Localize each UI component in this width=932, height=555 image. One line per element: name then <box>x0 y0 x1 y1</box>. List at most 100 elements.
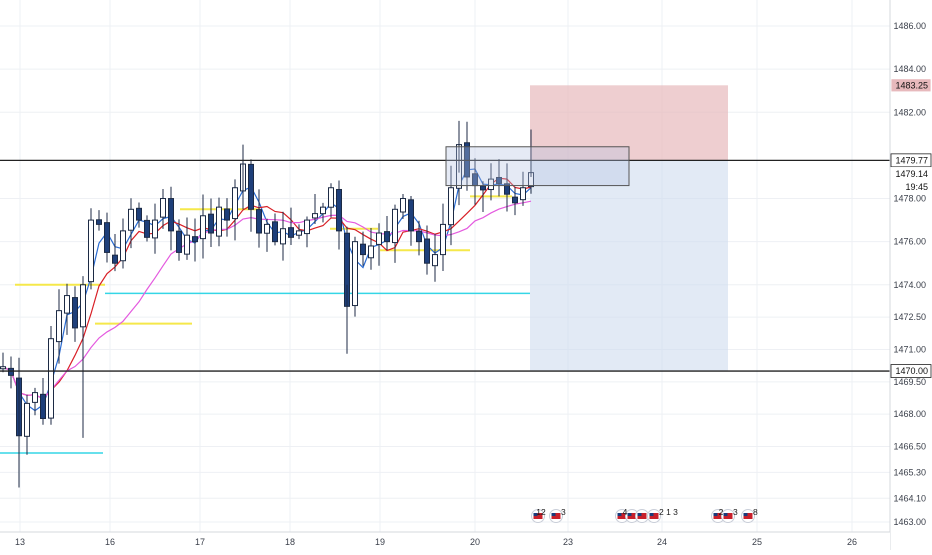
candle-body <box>400 198 406 213</box>
candle-body <box>336 188 342 232</box>
event-marker-group[interactable]: 12 3 <box>531 507 567 523</box>
candle-body <box>88 219 94 283</box>
price-tick-label: 1463.00 <box>893 517 926 527</box>
candle-body <box>264 223 270 234</box>
candle-body <box>64 295 70 314</box>
us-flag-canton-icon <box>551 513 556 516</box>
candle-body <box>232 187 238 220</box>
candle-body <box>448 187 454 226</box>
candle-body <box>144 219 150 238</box>
us-flag-canton-icon <box>533 513 538 516</box>
us-flag-stripe-icon <box>637 513 647 519</box>
candle-body <box>128 208 134 231</box>
candle-body <box>504 183 510 195</box>
candle-body <box>168 198 174 232</box>
us-flag-stripe-icon <box>617 513 627 519</box>
time-tick-label: 13 <box>15 537 25 547</box>
candle-body <box>152 219 158 239</box>
us-flag-canton-icon <box>627 513 632 516</box>
price-badge <box>890 153 932 168</box>
candle-body <box>8 367 14 376</box>
candle-body <box>200 215 206 240</box>
candle-body <box>184 234 190 255</box>
price-tick-label: 1465.30 <box>893 467 926 477</box>
price-badge <box>890 364 932 378</box>
candle-body <box>304 219 310 235</box>
price-tick-label: 1471.00 <box>893 344 926 354</box>
candle-body <box>224 208 230 221</box>
horizontal-lines[interactable] <box>0 159 890 372</box>
candle-body <box>216 206 222 237</box>
price-tick-label: 1469.50 <box>893 377 926 387</box>
take-profit-zone[interactable] <box>530 160 728 372</box>
chart-grid <box>0 0 890 532</box>
candle-body <box>72 297 78 329</box>
range-rectangle[interactable] <box>445 146 630 187</box>
candle-body <box>432 254 438 267</box>
candle-body <box>80 284 86 328</box>
position-zones[interactable] <box>530 85 728 372</box>
candle-body <box>192 236 198 243</box>
us-flag-canton-icon <box>649 513 654 516</box>
candle-body <box>312 213 318 219</box>
price-axis[interactable]: 1486.00 1484.00 1482.00 1478.00 1476.00 1474.… <box>889 0 932 550</box>
candle-body <box>248 163 254 210</box>
event-count-label: 2 <box>719 507 724 517</box>
price-badge-label: 1479.14 <box>895 169 928 179</box>
candle-body <box>320 206 326 215</box>
us-flag-stripe-icon <box>649 513 659 519</box>
time-axis[interactable]: 13 16 17 18 19 20 23 24 25 26 <box>0 531 890 550</box>
time-axis-bg <box>0 532 890 550</box>
candle-body <box>256 209 262 234</box>
candle-body <box>360 243 366 256</box>
candle-body <box>328 187 334 208</box>
event-extra-label: 3 <box>561 507 566 517</box>
event-marker-group[interactable]: 4 2 1 3 <box>615 507 679 523</box>
candle-body <box>24 402 30 437</box>
us-flag-canton-icon <box>617 513 622 516</box>
time-tick-label: 24 <box>657 537 667 547</box>
event-extra-label: 2 1 3 <box>659 507 678 517</box>
candle-body <box>376 232 382 245</box>
time-tick-label: 17 <box>195 537 205 547</box>
candle-body <box>272 221 278 243</box>
us-flag-canton-icon <box>637 513 642 516</box>
time-tick-label: 26 <box>847 537 857 547</box>
candle-body <box>112 254 118 264</box>
price-tick-label: 1484.00 <box>893 64 926 74</box>
price-tick-label: 1474.00 <box>893 280 926 290</box>
price-badge-label: 19:45 <box>905 182 928 192</box>
candles <box>0 120 534 488</box>
candle-body <box>40 393 46 419</box>
price-badge-label: 1483.25 <box>895 81 928 91</box>
us-flag-stripe-icon <box>713 513 723 519</box>
price-tick-label: 1464.10 <box>893 493 926 503</box>
consolidation-box[interactable] <box>445 146 630 187</box>
candle-body <box>0 366 6 370</box>
candle-body <box>120 230 126 262</box>
price-badge-label: 1470.00 <box>895 366 928 376</box>
us-flag-stripe-icon <box>627 513 637 519</box>
time-tick-label: 20 <box>470 537 480 547</box>
candle-body <box>32 392 38 403</box>
price-tick-label: 1476.00 <box>893 237 926 247</box>
candle-body <box>384 231 390 243</box>
event-count-label: 12 <box>536 507 546 517</box>
candle-body <box>488 178 494 191</box>
candle-body <box>296 230 302 236</box>
us-flag-stripe-icon <box>723 513 733 519</box>
candle-body <box>392 208 398 244</box>
event-extra-label: 3 <box>733 507 738 517</box>
candle-body <box>104 222 110 253</box>
event-marker-group[interactable]: 8 <box>741 507 759 523</box>
time-tick-label: 16 <box>105 537 115 547</box>
candle-body <box>48 338 54 419</box>
time-tick-label: 25 <box>752 537 762 547</box>
price-badge <box>890 180 932 194</box>
price-tick-label: 1486.00 <box>893 21 926 31</box>
